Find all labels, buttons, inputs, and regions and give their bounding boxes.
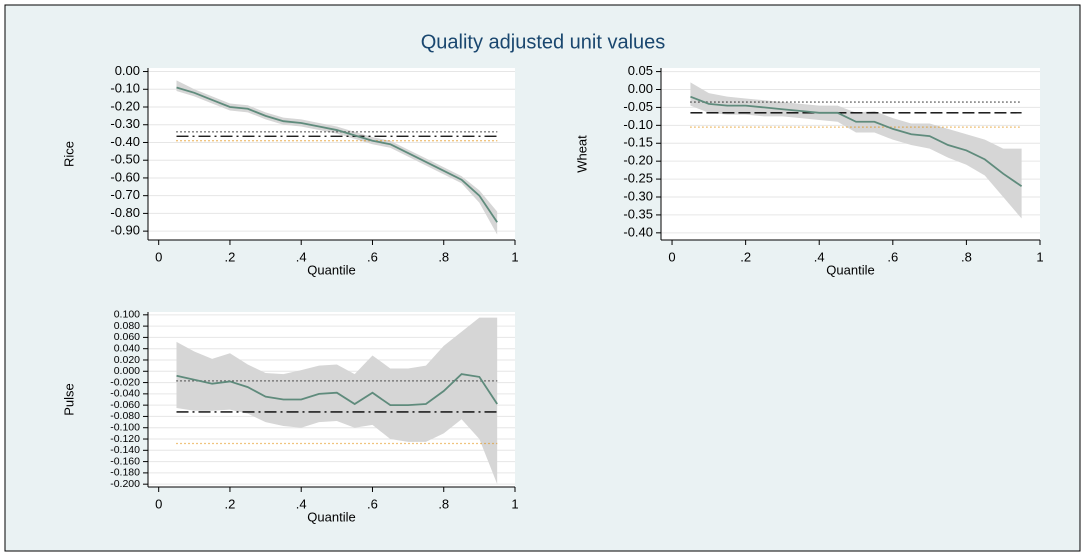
x-tick-label: 1 <box>511 249 518 264</box>
confidence-band <box>176 80 498 235</box>
y-tick-label: -0.70 <box>110 187 140 202</box>
y-tick-label: -0.40 <box>110 134 140 149</box>
y-tick-label: -0.40 <box>623 224 653 239</box>
y-tick-label: -0.080 <box>110 410 140 422</box>
x-axis-label: Quantile <box>826 262 874 277</box>
y-tick-label: -0.10 <box>110 81 140 96</box>
y-tick-label: -0.80 <box>110 205 140 220</box>
x-tick-label: .4 <box>296 496 307 511</box>
x-tick-label: .6 <box>367 249 378 264</box>
x-tick-label: 0 <box>155 249 162 264</box>
y-tick-label: -0.50 <box>110 152 140 167</box>
x-tick-label: .2 <box>225 496 236 511</box>
y-tick-label: -0.20 <box>110 98 140 113</box>
figure-title: Quality adjusted unit values <box>421 31 666 53</box>
y-tick-label: -0.25 <box>623 171 653 186</box>
x-tick-label: .8 <box>961 249 972 264</box>
x-tick-label: .8 <box>438 249 449 264</box>
estimate-line <box>690 95 1023 187</box>
y-tick-label: -0.90 <box>110 223 140 238</box>
y-tick-label: -0.15 <box>623 135 653 150</box>
x-tick-label: 0 <box>155 496 162 511</box>
y-tick-label: 0.020 <box>114 354 140 366</box>
confidence-band <box>176 317 498 485</box>
y-tick-label: -0.100 <box>110 422 140 434</box>
x-tick-label: .2 <box>740 249 751 264</box>
y-tick-label: 0.040 <box>114 342 140 354</box>
y-tick-label: -0.140 <box>110 444 140 456</box>
x-tick-label: .4 <box>296 249 307 264</box>
y-tick-label: -0.10 <box>623 117 653 132</box>
y-axis-label: Pulse <box>61 383 76 416</box>
x-tick-label: .6 <box>887 249 898 264</box>
estimate-line <box>176 373 498 407</box>
x-tick-label: .2 <box>225 249 236 264</box>
y-tick-label: 0.00 <box>115 63 140 78</box>
x-tick-label: .4 <box>814 249 825 264</box>
y-axis-label: Rice <box>61 141 76 167</box>
y-tick-label: -0.30 <box>110 116 140 131</box>
x-tick-label: 0 <box>668 249 675 264</box>
y-tick-label: -0.060 <box>110 399 140 411</box>
x-tick-label: 1 <box>1036 249 1043 264</box>
x-axis-label: Quantile <box>307 509 355 524</box>
y-tick-label: -0.35 <box>623 206 653 221</box>
y-tick-label: 0.100 <box>114 309 140 321</box>
y-tick-label: 0.000 <box>114 365 140 377</box>
x-tick-label: .6 <box>367 496 378 511</box>
y-tick-label: -0.120 <box>110 433 140 445</box>
x-tick-label: .8 <box>438 496 449 511</box>
y-tick-label: -0.040 <box>110 388 140 400</box>
x-tick-label: 1 <box>511 496 518 511</box>
y-tick-label: -0.30 <box>623 188 653 203</box>
y-axis-label: Wheat <box>574 135 589 173</box>
x-axis-label: Quantile <box>307 262 355 277</box>
y-tick-label: 0.080 <box>114 320 140 332</box>
y-tick-label: -0.05 <box>623 99 653 114</box>
y-tick-label: -0.200 <box>110 478 140 490</box>
estimate-line <box>176 86 498 223</box>
y-tick-label: -0.020 <box>110 376 140 388</box>
y-tick-label: -0.20 <box>623 153 653 168</box>
y-tick-label: 0.060 <box>114 331 140 343</box>
y-tick-label: -0.180 <box>110 467 140 479</box>
confidence-band <box>690 82 1022 219</box>
y-tick-label: 0.00 <box>628 81 653 96</box>
y-tick-label: 0.05 <box>628 63 653 78</box>
y-tick-label: -0.60 <box>110 169 140 184</box>
y-tick-label: -0.160 <box>110 455 140 467</box>
